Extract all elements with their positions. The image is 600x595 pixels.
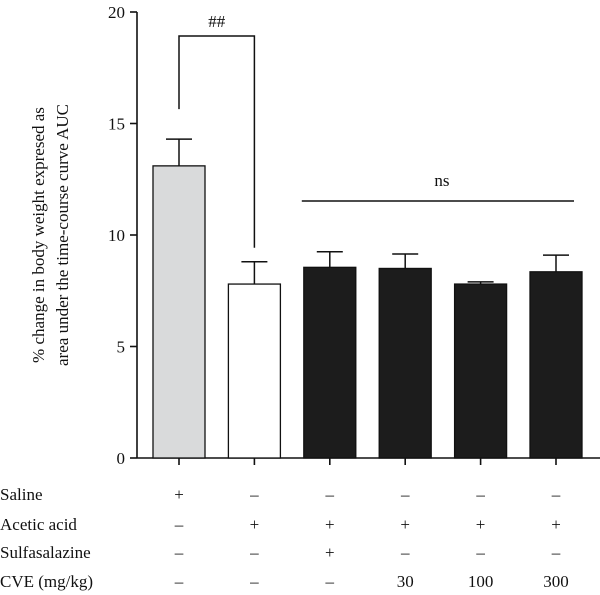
condition-value: + [551,515,561,534]
condition-value: – [475,485,485,504]
condition-value: + [400,515,410,534]
condition-value: – [551,485,561,504]
condition-value: – [551,543,561,562]
condition-value: + [325,515,335,534]
condition-value: + [325,543,335,562]
condition-value: – [174,572,184,591]
error-bars [166,138,569,285]
condition-value: + [174,485,184,504]
annotations: ## ns [178,12,574,248]
condition-value: 300 [543,572,569,591]
bar [529,271,583,459]
condition-label: Saline [0,485,43,504]
bar [453,283,508,459]
condition-label: Sulfasalazine [0,543,91,562]
y-tick-label: 10 [108,226,125,245]
bar [378,267,432,459]
condition-value: 100 [468,572,494,591]
condition-value: – [475,543,485,562]
annotation-label: ns [434,171,449,190]
y-tick-label: 20 [108,3,125,22]
bar [152,165,206,459]
condition-value: – [325,572,335,591]
y-axis-label-line: % change in body weight expresed as [29,107,48,363]
y-axis-label: % change in body weight expresed as area … [29,104,72,366]
axes: 0 5 10 15 20 [108,3,600,468]
condition-value: – [249,572,259,591]
condition-value: – [325,485,335,504]
bars [152,165,583,459]
bar [303,266,357,459]
condition-label: CVE (mg/kg) [0,572,93,591]
annotation-label: ## [208,12,226,31]
significance-bracket [178,35,256,248]
condition-value: + [250,515,260,534]
condition-value: – [174,515,184,534]
condition-value: – [249,543,259,562]
condition-value: – [400,485,410,504]
y-tick-label: 0 [117,449,126,468]
condition-value: 30 [397,572,414,591]
condition-table: Saline + – – – – – Acetic acid – + + + + + Sulfasalazi… [0,485,569,591]
y-tick-label: 15 [108,115,125,134]
condition-value: + [476,515,486,534]
bar [227,283,282,459]
condition-value: – [400,543,410,562]
y-tick-label: 5 [117,338,126,357]
condition-value: – [249,485,259,504]
condition-value: – [174,543,184,562]
condition-label: Acetic acid [0,515,77,534]
y-axis-label-line: area under the time-course curve AUC [53,104,72,366]
